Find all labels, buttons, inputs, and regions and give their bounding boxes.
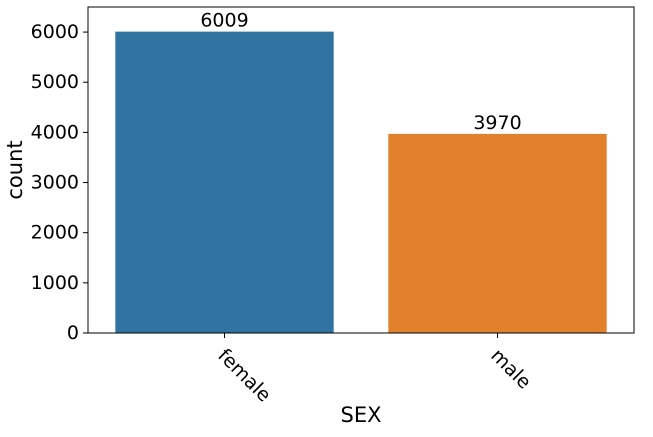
- bar-male: [388, 133, 607, 333]
- x-axis: female male: [213, 333, 535, 406]
- plot-frame: [87, 6, 635, 334]
- y-tick-label-2000: 2000: [31, 222, 79, 244]
- y-tick-label-0: 0: [67, 322, 79, 344]
- x-tick-label-male: male: [486, 345, 535, 394]
- y-tick-label-3000: 3000: [31, 172, 79, 194]
- x-axis-title: SEX: [341, 403, 382, 427]
- bar-female: [115, 31, 334, 333]
- y-axis-title: count: [3, 140, 27, 199]
- y-tick-label-4000: 4000: [31, 121, 79, 143]
- bar-value-label-male: 3970: [473, 112, 521, 134]
- y-tick-label-1000: 1000: [31, 272, 79, 294]
- y-tick-label-6000: 6000: [31, 21, 79, 43]
- y-tick-label-5000: 5000: [31, 71, 79, 93]
- bars-layer: [115, 31, 607, 333]
- x-tick-label-female: female: [213, 345, 275, 407]
- bar-value-label-female: 6009: [200, 10, 248, 32]
- y-axis: 0 1000 2000 3000 4000 5000 6000: [31, 21, 88, 344]
- bar-labels-layer: 6009 3970: [200, 10, 521, 134]
